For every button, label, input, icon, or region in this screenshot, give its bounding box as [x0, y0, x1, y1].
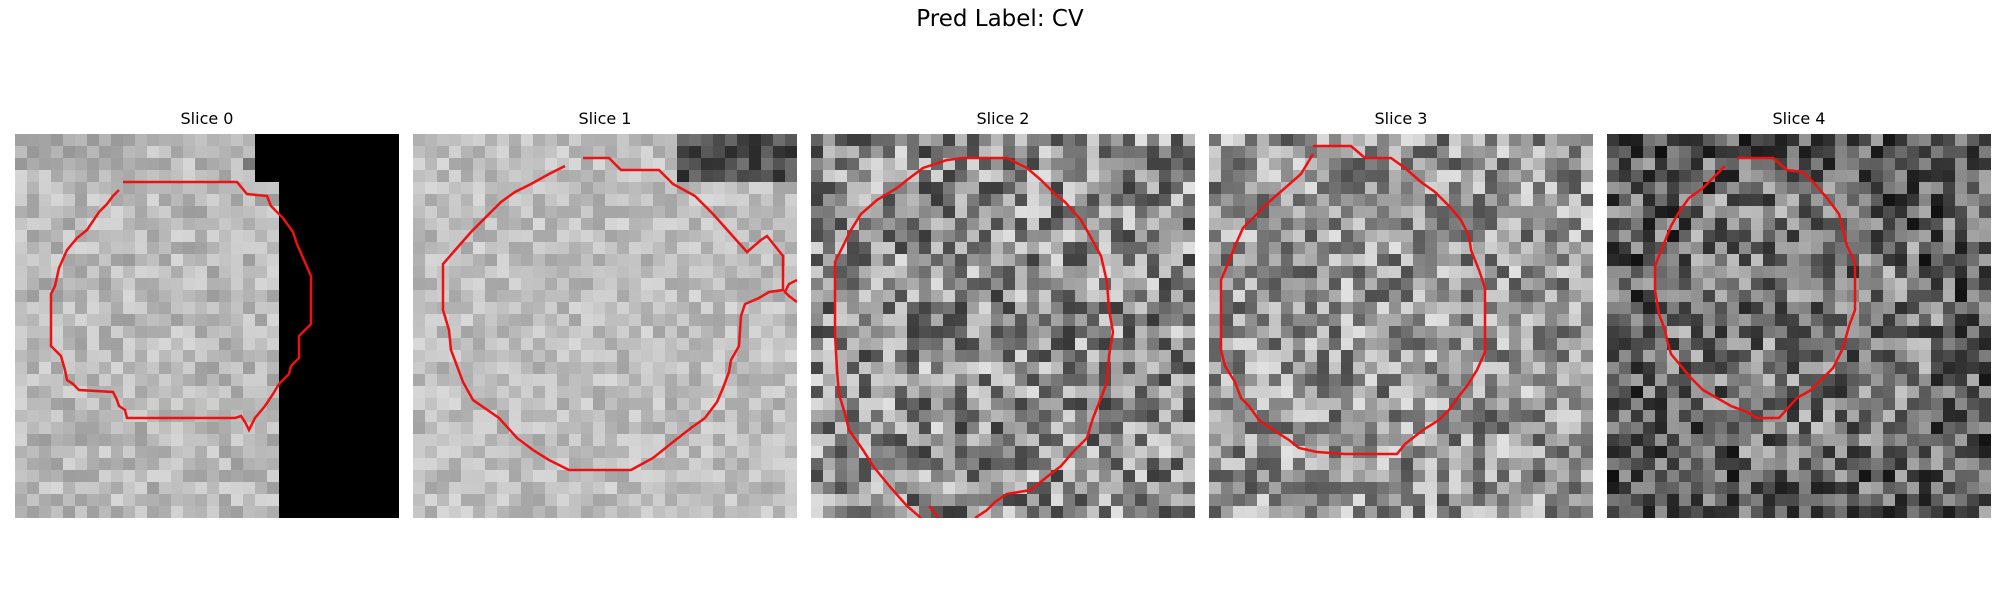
segmentation-contour [833, 156, 1115, 518]
slice-panel-0: Slice 0 [15, 108, 399, 518]
slice-image [1607, 134, 1991, 518]
slice-image [15, 134, 399, 518]
slice-panel-2: Slice 2 [811, 108, 1195, 518]
slice-panel-4: Slice 4 [1607, 108, 1991, 518]
slice-image [811, 134, 1195, 518]
segmentation-contour [49, 180, 313, 433]
segmentation-contour [1653, 156, 1857, 420]
segmentation-contour [1219, 144, 1487, 456]
segmentation-contour [441, 156, 797, 472]
slice-title: Slice 4 [1772, 109, 1826, 128]
figure-title: Pred Label: CV [916, 6, 1084, 32]
slice-title: Slice 0 [180, 109, 234, 128]
slice-title: Slice 3 [1374, 109, 1428, 128]
slice-title: Slice 2 [976, 109, 1030, 128]
slice-panel-1: Slice 1 [413, 108, 797, 518]
slice-image [413, 134, 797, 518]
slice-panel-3: Slice 3 [1209, 108, 1593, 518]
slice-title: Slice 1 [578, 109, 632, 128]
